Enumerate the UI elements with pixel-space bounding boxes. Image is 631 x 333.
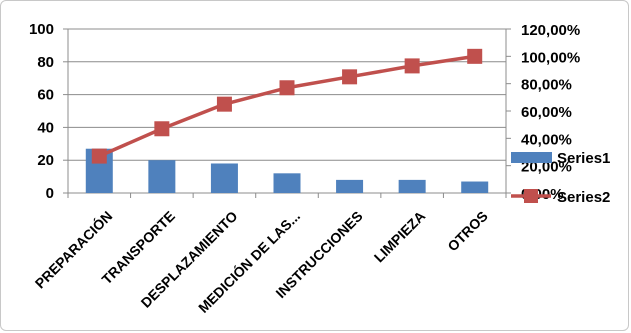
y-left-tick-label: 0 [46,185,54,202]
y-left-tick-label: 60 [37,87,54,104]
category-label: MEDICIÓN DE LAS... [194,207,303,316]
line-marker [91,148,107,164]
line-marker [279,80,295,96]
bar [273,173,301,193]
bar [398,179,426,193]
bar [461,181,489,193]
y-right-tick-label: 60,00% [521,104,572,121]
y-left-tick-label: 100 [29,21,54,38]
bar [336,179,364,193]
line-marker [467,48,483,64]
category-label: LIMPIEZA [371,208,429,266]
y-left-tick-label: 80 [37,54,54,71]
bar [148,160,176,193]
line-marker [154,121,170,137]
bar [210,163,238,193]
y-right-tick-label: 120,00% [521,22,580,39]
y-right-tick-label: 40,00% [521,131,572,148]
line-marker [342,69,358,85]
legend-series2-marker [524,189,538,203]
legend-series2-label: Series2 [557,189,610,206]
line-marker [216,96,232,112]
y-left-tick-label: 40 [37,119,54,136]
legend-series1-label: Series1 [557,150,610,167]
legend-series1-swatch [511,152,552,163]
category-label: OTROS [444,208,491,255]
line-marker [404,58,420,74]
y-right-tick-label: 100,00% [521,49,580,66]
y-right-tick-label: 80,00% [521,77,572,94]
y-left-tick-label: 20 [37,152,54,169]
